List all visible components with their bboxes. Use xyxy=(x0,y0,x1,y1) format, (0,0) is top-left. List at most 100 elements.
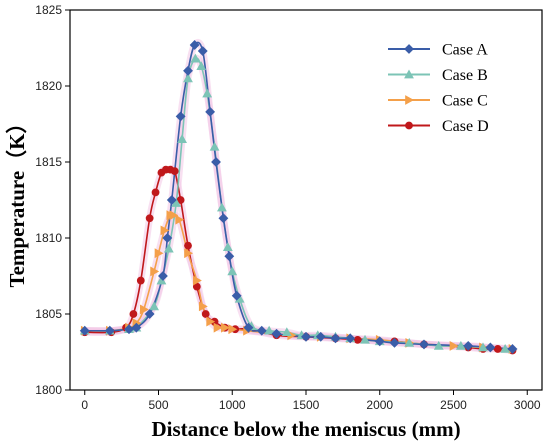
series-point-0 xyxy=(374,336,385,347)
legend-label-1: Case B xyxy=(442,67,488,84)
series-point-0 xyxy=(144,309,155,319)
series-point-1 xyxy=(149,301,159,311)
series-point-0 xyxy=(183,65,193,76)
legend: Case A Case B Case C Case D xyxy=(388,42,489,135)
plot-background xyxy=(70,10,542,390)
series-point-2 xyxy=(198,301,208,312)
series-point-0 xyxy=(211,157,221,167)
series-point-2 xyxy=(449,341,459,351)
series-markers xyxy=(79,40,518,355)
series-point-1 xyxy=(360,334,370,344)
series-point-3 xyxy=(201,310,210,318)
series-point-0 xyxy=(104,325,115,336)
x-tick-label: 2500 xyxy=(440,398,467,412)
y-tick-label: 1810 xyxy=(35,231,62,245)
series-point-0 xyxy=(162,233,173,243)
series-point-1 xyxy=(404,337,415,347)
series-point-2 xyxy=(228,324,238,335)
series-point-0 xyxy=(330,333,341,344)
series-point-0 xyxy=(389,337,400,348)
legend-label-0: Case A xyxy=(442,42,488,59)
x-axis-title: Distance below the meniscus (mm) xyxy=(151,417,460,441)
series-point-0 xyxy=(419,339,429,350)
series-point-0 xyxy=(243,322,254,333)
legend-label-2: Case C xyxy=(442,93,488,110)
x-tick-label: 1500 xyxy=(293,398,320,412)
series-point-0 xyxy=(256,325,267,336)
y-tick-label: 1820 xyxy=(35,79,62,93)
series-point-2 xyxy=(154,248,164,259)
y-tick-label: 1805 xyxy=(35,307,62,321)
series-point-2 xyxy=(169,210,179,221)
series-point-2 xyxy=(139,304,149,315)
series-point-2 xyxy=(221,322,230,333)
y-axis-title: Temperature（K） xyxy=(5,113,29,288)
series-point-1 xyxy=(281,327,292,337)
legend-marker-0 xyxy=(404,44,414,54)
series-point-0 xyxy=(79,325,90,336)
legend-marker-2 xyxy=(405,95,415,105)
series-point-3 xyxy=(493,345,502,353)
series-point-0 xyxy=(131,322,142,333)
series-point-3 xyxy=(353,335,362,344)
series-point-1 xyxy=(209,141,220,151)
series-point-0 xyxy=(197,46,208,56)
series-point-3 xyxy=(170,167,179,176)
series-point-0 xyxy=(463,340,474,351)
series-point-0 xyxy=(218,213,229,224)
series-point-0 xyxy=(271,328,282,339)
series-point-2 xyxy=(193,275,202,286)
series-point-0 xyxy=(315,331,326,342)
series-point-3 xyxy=(184,241,192,250)
series-point-3 xyxy=(129,310,138,318)
series-point-3 xyxy=(151,188,160,197)
series-point-1 xyxy=(196,61,207,71)
series-point-0 xyxy=(224,251,235,262)
series-point-1 xyxy=(217,202,227,212)
series-point-2 xyxy=(184,248,194,259)
series-point-0 xyxy=(158,271,168,281)
x-tick-label: 500 xyxy=(148,398,168,412)
series-point-1 xyxy=(183,73,193,83)
x-ticks: 0 500 1000 1500 2000 2500 3000 xyxy=(81,390,541,412)
series-point-1 xyxy=(202,88,213,98)
x-tick-label: 1000 xyxy=(219,398,246,412)
x-tick-label: 2000 xyxy=(366,398,393,412)
y-tick-label: 1815 xyxy=(35,155,62,169)
series-point-1 xyxy=(163,243,174,253)
series-point-2 xyxy=(175,214,185,225)
series-point-1 xyxy=(500,343,511,353)
series-point-1 xyxy=(478,342,488,352)
series-point-1 xyxy=(264,325,275,335)
series-point-0 xyxy=(189,40,200,50)
series-point-2 xyxy=(213,322,223,333)
series-point-1 xyxy=(177,134,188,144)
series-point-1 xyxy=(222,242,233,251)
series-point-0 xyxy=(485,342,496,353)
series-point-0 xyxy=(301,331,311,342)
series-point-1 xyxy=(227,266,238,276)
series-point-0 xyxy=(175,111,186,122)
series-point-2 xyxy=(160,225,170,236)
series-point-2 xyxy=(150,266,160,277)
series-point-0 xyxy=(205,106,216,117)
series-point-0 xyxy=(507,344,518,354)
series-point-3 xyxy=(136,276,145,285)
x-tick-label: 0 xyxy=(81,398,88,412)
legend-marker-1 xyxy=(404,69,414,79)
y-ticks: 1800 1805 1810 1815 1820 1825 xyxy=(35,3,70,397)
x-tick-label: 3000 xyxy=(514,398,541,412)
series-point-2 xyxy=(206,316,216,327)
series-point-0 xyxy=(345,333,356,344)
series-point-1 xyxy=(455,340,466,350)
series-point-3 xyxy=(145,214,154,223)
series-point-0 xyxy=(166,195,177,205)
series-point-0 xyxy=(231,290,242,301)
y-tick-label: 1825 xyxy=(35,3,62,17)
series-point-1 xyxy=(433,340,444,350)
legend-marker-3 xyxy=(405,121,413,130)
y-tick-label: 1800 xyxy=(35,383,62,397)
series-point-1 xyxy=(190,53,201,63)
